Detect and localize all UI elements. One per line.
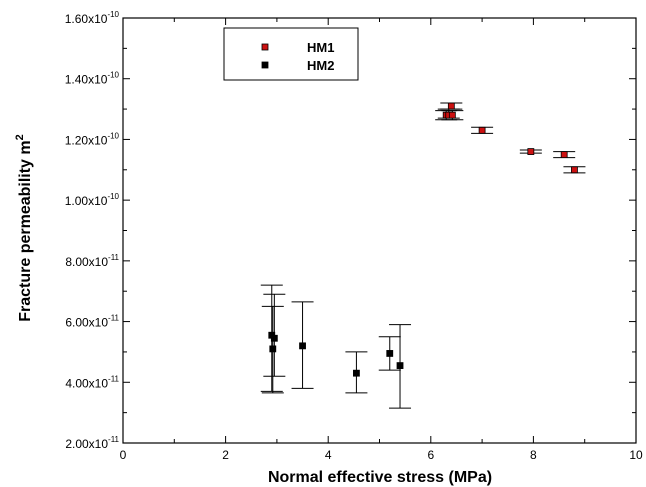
legend-marker: [261, 61, 269, 69]
x-tick-label: 0: [120, 448, 127, 462]
series-hm1: [435, 102, 586, 174]
x-tick-label: 8: [530, 448, 537, 462]
x-tick-label: 10: [629, 448, 643, 462]
plot-area-border: [122, 17, 637, 444]
x-tick-label: 6: [427, 448, 434, 462]
legend-marker: [261, 43, 269, 51]
data-point: [299, 342, 306, 350]
y-axis-title-superscript: 2: [14, 134, 26, 140]
x-tick-label: 2: [222, 448, 229, 462]
legend-label: HM2: [307, 58, 334, 73]
x-axis-title: Normal effective stress (MPa): [268, 469, 492, 486]
legend-box: [223, 27, 359, 81]
data-point: [386, 350, 394, 357]
series-hm2: [260, 284, 412, 409]
y-tick-label: 1.00x10-10: [65, 192, 120, 208]
y-tick-label: 2.00x10-11: [65, 435, 119, 451]
y-axis-title-text: Fracture permeability m: [17, 140, 34, 321]
data-point: [571, 166, 578, 174]
data-point: [447, 102, 455, 110]
y-tick-label: 1.40x10-10: [65, 71, 120, 87]
data-point: [478, 126, 486, 134]
legend-label: HM1: [307, 40, 334, 55]
series-layer: [260, 102, 586, 409]
y-tick-label: 1.60x10-10: [65, 10, 120, 26]
y-tick-label: 4.00x10-11: [65, 374, 119, 390]
data-point: [270, 334, 278, 342]
data-point: [353, 369, 360, 377]
data-point: [269, 345, 277, 353]
data-point: [560, 151, 568, 159]
x-axis: 0 2 4 6 8 10: [120, 18, 643, 462]
plot-frame: [122, 17, 637, 444]
x-tick-label: 4: [325, 448, 332, 462]
y-tick-label: 6.00x10-11: [65, 314, 119, 330]
data-point: [396, 362, 404, 369]
data-point: [448, 111, 456, 119]
y-tick-label: 1.20x10-10: [65, 131, 120, 147]
y-axis-title: Fracture permeability m2: [14, 134, 34, 322]
y-axis: 2.00x10-11 4.00x10-11 6.00x10-11 8.00x10-11…: [65, 10, 636, 451]
data-point: [527, 148, 535, 155]
y-tick-label: 8.00x10-11: [65, 253, 119, 269]
